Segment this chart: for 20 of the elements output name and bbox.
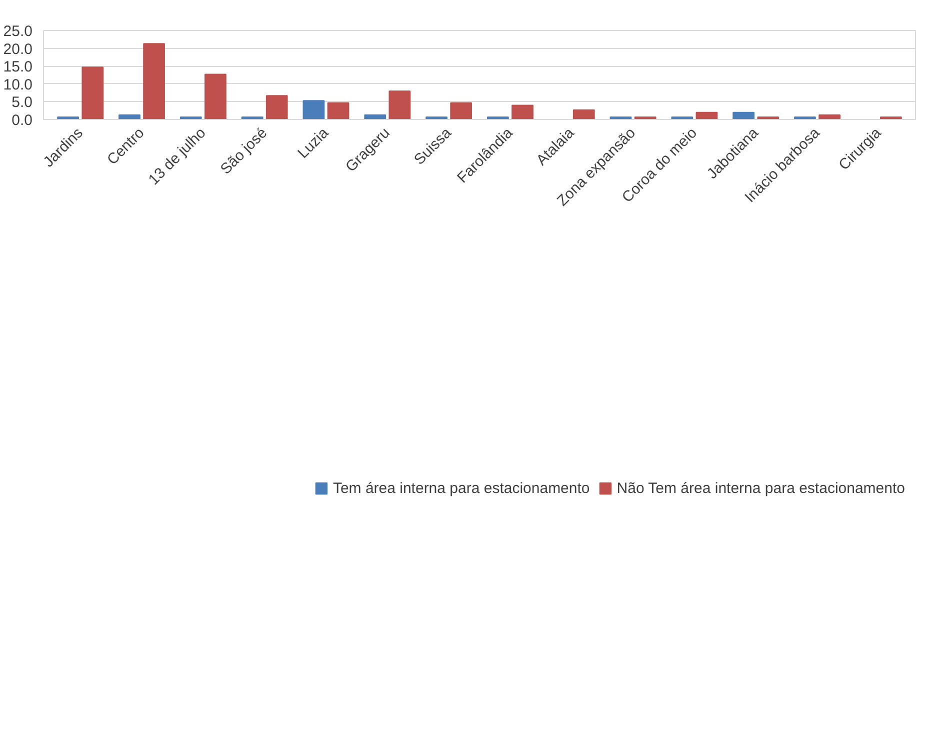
y-tick-label: 15.0: [3, 58, 33, 76]
bar: [327, 102, 350, 120]
bar: [143, 43, 165, 120]
bar: [450, 102, 472, 120]
y-tick-label: 0.0: [12, 112, 33, 129]
bar: [302, 100, 325, 120]
y-tick-label: 5.0: [12, 94, 33, 112]
bar: [82, 66, 104, 120]
bar: [512, 104, 534, 120]
y-tick-label: 25.0: [3, 23, 33, 40]
bar: [572, 109, 595, 120]
bar: [388, 90, 411, 120]
legend-label: Tem área interna para estacionamento: [332, 480, 590, 496]
bar: [732, 112, 754, 120]
bar: [266, 95, 288, 120]
y-tick-label: 20.0: [3, 40, 33, 58]
y-tick-label: 10.0: [3, 76, 33, 94]
bar: [204, 74, 226, 120]
legend-label: Não Tem área interna para estacionamento: [616, 480, 905, 496]
bar: [696, 112, 718, 120]
